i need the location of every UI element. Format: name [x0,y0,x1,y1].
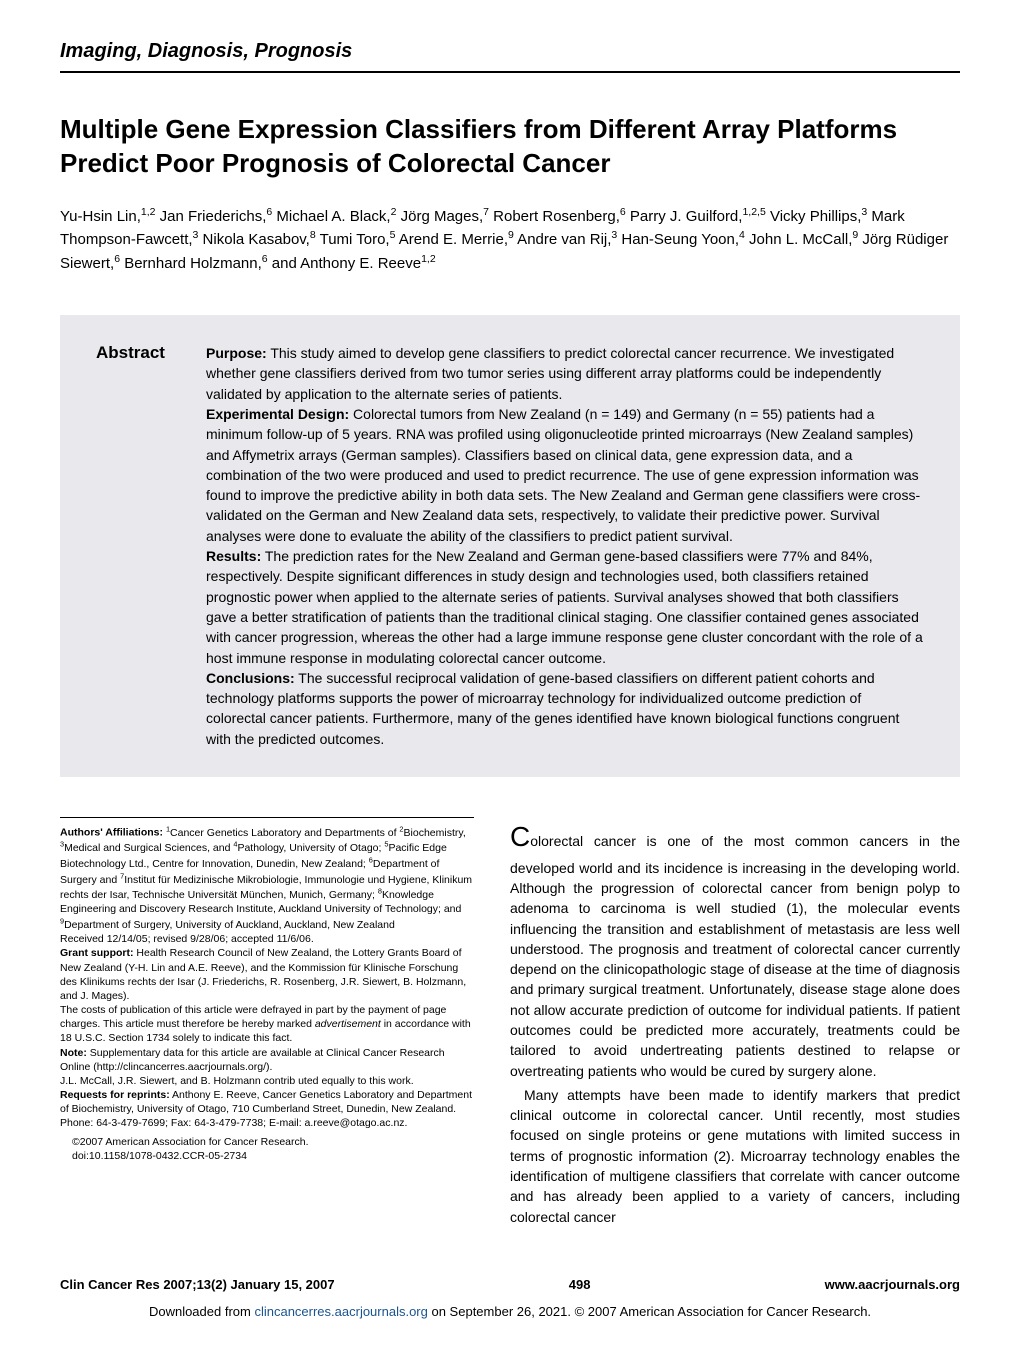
affiliations-text: 1Cancer Genetics Laboratory and Departme… [60,827,472,932]
contrib-line: J.L. McCall, J.R. Siewert, and B. Holzma… [60,1074,474,1088]
abstract-purpose-label: Purpose: [206,345,267,361]
reprints-block: Requests for reprints: Anthony E. Reeve,… [60,1088,474,1131]
abstract-ed-label: Experimental Design: [206,406,349,422]
note-text: Supplementary data for this article are … [60,1047,445,1073]
grant-label: Grant support: [60,947,134,959]
abstract-concl-label: Conclusions: [206,670,295,686]
abstract-results-text: The prediction rates for the New Zealand… [206,548,923,665]
abstract-label: Abstract [96,343,176,749]
note-label: Note: [60,1047,87,1059]
download-suffix: on September 26, 2021. © 2007 American A… [428,1304,871,1319]
download-note: Downloaded from clincancerres.aacrjourna… [60,1304,960,1319]
abstract-ed-text: Colorectal tumors from New Zealand (n = … [206,406,920,544]
body-column: Colorectal cancer is one of the most com… [510,817,960,1231]
abstract-purpose-text: This study aimed to develop gene classif… [206,345,894,402]
article-title: Multiple Gene Expression Classifiers fro… [60,113,960,181]
doi-line: doi:10.1158/1078-0432.CCR-05-2734 [60,1149,474,1163]
affiliations-label: Authors' Affiliations: [60,827,163,839]
note-block: Note: Supplementary data for this articl… [60,1046,474,1074]
section-header: Imaging, Diagnosis, Prognosis [60,40,960,73]
abstract-concl-text: The successful reciprocal validation of … [206,670,899,747]
grant-block: Grant support: Health Research Council o… [60,946,474,1003]
download-prefix: Downloaded from [149,1304,255,1319]
abstract-body: Purpose: This study aimed to develop gen… [206,343,924,749]
download-link[interactable]: clincancerres.aacrjournals.org [254,1304,427,1319]
authors-list: Yu-Hsin Lin,1,2 Jan Friederichs,6 Michae… [60,205,960,276]
footer-right: www.aacrjournals.org [825,1277,960,1292]
page-footer: Clin Cancer Res 2007;13(2) January 15, 2… [60,1271,960,1292]
footer-left: Clin Cancer Res 2007;13(2) January 15, 2… [60,1277,335,1292]
body-p1-text: olorectal cancer is one of the most comm… [510,833,960,1079]
body-paragraph-2: Many attempts have been made to identify… [510,1085,960,1227]
reprints-label: Requests for reprints: [60,1089,170,1101]
body-paragraph-1: Colorectal cancer is one of the most com… [510,817,960,1081]
metadata-column: Authors' Affiliations: 1Cancer Genetics … [60,817,474,1231]
copyright-line: ©2007 American Association for Cancer Re… [60,1135,474,1149]
affiliations-block: Authors' Affiliations: 1Cancer Genetics … [60,824,474,932]
received-line: Received 12/14/05; revised 9/28/06; acce… [60,932,474,946]
costs-block: The costs of publication of this article… [60,1003,474,1046]
abstract-box: Abstract Purpose: This study aimed to de… [60,315,960,777]
footer-center: 498 [569,1277,591,1292]
abstract-results-label: Results: [206,548,261,564]
